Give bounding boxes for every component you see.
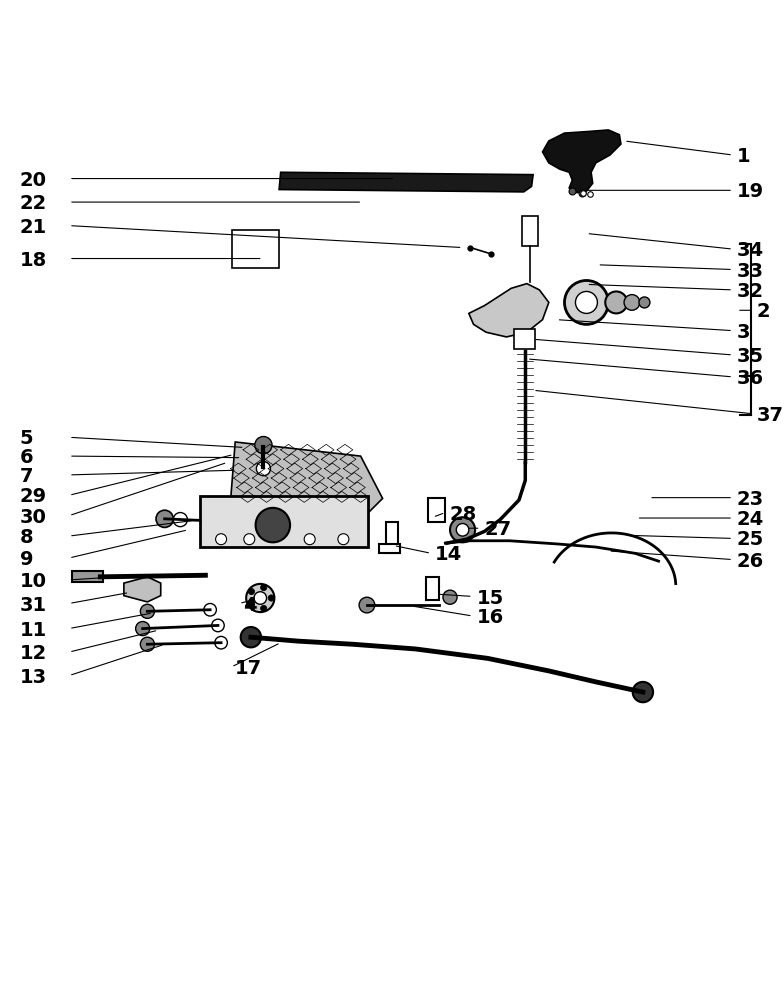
Circle shape [249,601,255,608]
Text: 5: 5 [20,429,33,448]
Circle shape [249,588,255,595]
Circle shape [639,297,650,308]
Circle shape [173,513,187,527]
Text: 21: 21 [20,218,47,237]
Circle shape [246,584,274,612]
Circle shape [244,534,255,545]
Text: 15: 15 [477,588,504,607]
Circle shape [136,622,150,636]
Text: 11: 11 [20,621,47,640]
Text: 23: 23 [737,490,764,509]
Polygon shape [469,284,549,337]
Text: 26: 26 [737,552,764,571]
Circle shape [359,597,375,613]
Bar [72,571,103,582]
Text: 10: 10 [20,572,46,591]
Text: 17: 17 [235,659,263,678]
Text: 16: 16 [477,608,504,627]
Bar [522,216,538,246]
Bar [426,577,439,600]
Circle shape [140,637,154,651]
Circle shape [255,436,272,454]
Text: 30: 30 [20,508,46,527]
Circle shape [443,590,457,604]
Polygon shape [230,442,383,514]
Text: 8: 8 [20,528,33,547]
Circle shape [564,280,608,324]
Text: 1: 1 [737,147,750,166]
Circle shape [140,604,154,618]
Bar [379,544,400,553]
Polygon shape [543,130,621,193]
Circle shape [456,524,469,536]
Circle shape [624,295,640,310]
Bar [200,496,368,547]
Circle shape [304,534,315,545]
Circle shape [575,291,597,313]
Text: 36: 36 [737,369,764,388]
Text: 3: 3 [737,323,750,342]
Text: 18: 18 [20,251,47,270]
Bar [232,230,279,268]
Text: 20: 20 [20,171,46,190]
Bar [386,522,398,553]
Text: 13: 13 [20,668,47,687]
Circle shape [338,534,349,545]
Polygon shape [124,577,161,602]
Text: 22: 22 [20,194,47,213]
Bar [428,498,445,522]
Text: 32: 32 [737,282,764,301]
Text: 14: 14 [435,545,463,564]
Text: 2: 2 [757,302,770,321]
Circle shape [254,592,267,604]
Text: 33: 33 [737,262,764,281]
Text: 25: 25 [737,530,764,549]
Circle shape [256,462,270,476]
Circle shape [268,595,274,601]
Circle shape [241,627,261,647]
Circle shape [605,291,627,313]
Text: 7: 7 [20,467,33,486]
Circle shape [212,619,224,632]
Circle shape [260,584,267,591]
Circle shape [204,603,216,616]
Circle shape [633,682,653,702]
Text: 31: 31 [20,596,47,615]
Circle shape [260,605,267,612]
Circle shape [256,508,290,542]
Bar [514,329,535,349]
Circle shape [156,510,173,527]
Text: 27: 27 [485,520,512,539]
Text: 37: 37 [757,406,783,425]
Text: 35: 35 [737,347,764,366]
Text: 12: 12 [20,644,47,663]
Text: 9: 9 [20,550,33,569]
Circle shape [450,517,475,542]
Text: 4: 4 [243,596,256,615]
Circle shape [216,534,227,545]
Text: 24: 24 [737,510,764,529]
Text: 34: 34 [737,241,764,260]
Text: 29: 29 [20,487,47,506]
Text: 28: 28 [449,505,477,524]
Text: 6: 6 [20,448,33,467]
Text: 19: 19 [737,182,764,201]
Polygon shape [279,172,533,192]
Circle shape [215,636,227,649]
